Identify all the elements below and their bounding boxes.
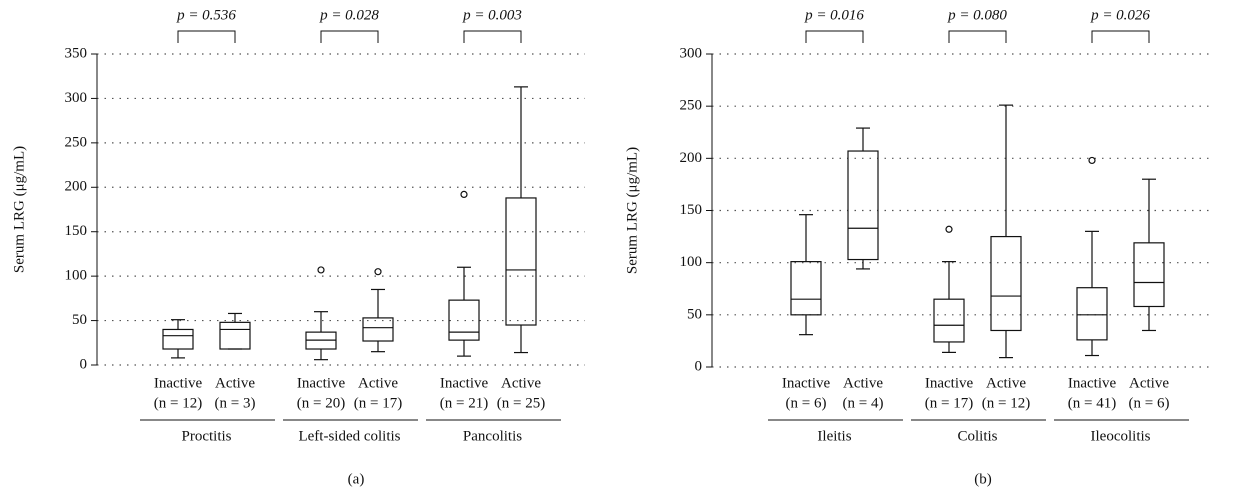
y-tick-label: 100 [65,268,88,284]
box [219,321,251,350]
p-bracket [1091,30,1150,43]
y-axis-label: Serum LRG (μg/mL) [624,147,640,274]
box [162,328,194,350]
panel-label: (a) [348,471,365,487]
box [790,261,822,316]
n-label: (n = 41) [1068,395,1116,411]
y-tick-label: 200 [680,150,703,166]
box [505,197,537,326]
n-label: (n = 20) [297,395,345,411]
group-label: Ileitis [817,428,851,444]
x-tick-label: Inactive [782,375,831,391]
x-tick-label: Inactive [297,375,346,391]
group-label: Pancolitis [463,428,522,444]
y-tick-label: 250 [680,98,703,114]
outlier [945,225,953,233]
y-tick-label: 50 [687,306,702,322]
y-tick-label: 0 [80,356,88,372]
box [990,235,1022,332]
n-label: (n = 6) [786,395,827,411]
panel: 0 50 100 150 200 250 300 Serum LRG (μg/mL) (b) p … [624,7,1212,487]
x-tick-label: Active [358,375,398,391]
outlier [460,190,468,198]
n-label: (n = 17) [925,395,973,411]
x-tick-label: Inactive [440,375,489,391]
p-value: p = 0.016 [804,7,864,23]
n-label: (n = 12) [982,395,1030,411]
box [362,317,394,342]
y-axis-label: Serum LRG (μg/mL) [11,146,27,273]
x-tick-label: Active [1129,375,1169,391]
group-label: Colitis [957,428,997,444]
p-value: p = 0.026 [1090,7,1150,23]
y-tick-label: 300 [65,90,88,106]
box [1076,287,1108,341]
y-tick-label: 150 [680,202,703,218]
outlier [1088,156,1096,165]
y-tick-label: 100 [680,254,703,270]
p-bracket [805,30,864,43]
n-label: (n = 21) [440,395,488,411]
group-label: Ileocolitis [1091,428,1151,444]
y-tick-label: 0 [695,358,703,374]
y-tick-label: 350 [65,45,88,61]
outlier [374,268,382,276]
x-tick-label: Active [986,375,1026,391]
n-label: (n = 6) [1129,395,1170,411]
outlier [317,266,325,274]
p-value: p = 0.536 [176,7,236,23]
x-tick-label: Inactive [925,375,974,391]
p-value: p = 0.080 [947,7,1007,23]
n-label: (n = 3) [215,395,256,411]
box [448,299,480,341]
y-tick-label: 200 [65,179,88,195]
box [847,150,879,261]
p-value: p = 0.003 [462,7,522,23]
y-tick-label: 150 [65,223,88,239]
group-label: Left-sided colitis [298,428,400,444]
x-tick-label: Active [501,375,541,391]
n-label: (n = 4) [843,395,884,411]
p-value: p = 0.028 [319,7,379,23]
y-tick-label: 50 [72,312,87,328]
box [933,298,965,343]
x-tick-label: Inactive [154,375,203,391]
panel-label: (b) [974,471,992,487]
p-bracket [463,30,522,43]
y-tick-label: 250 [65,134,88,150]
group-label: Proctitis [181,428,231,444]
x-tick-label: Active [215,375,255,391]
n-label: (n = 17) [354,395,402,411]
x-tick-label: Inactive [1068,375,1117,391]
p-bracket [320,30,379,43]
box [1133,242,1165,308]
n-label: (n = 25) [497,395,545,411]
n-label: (n = 12) [154,395,202,411]
x-tick-label: Active [843,375,883,391]
p-bracket [177,30,236,43]
p-bracket [948,30,1007,43]
y-tick-label: 300 [680,45,703,61]
panel: 0 50 100 150 200 250 300 350 Serum LRG (μg/mL) (a… [11,7,585,487]
